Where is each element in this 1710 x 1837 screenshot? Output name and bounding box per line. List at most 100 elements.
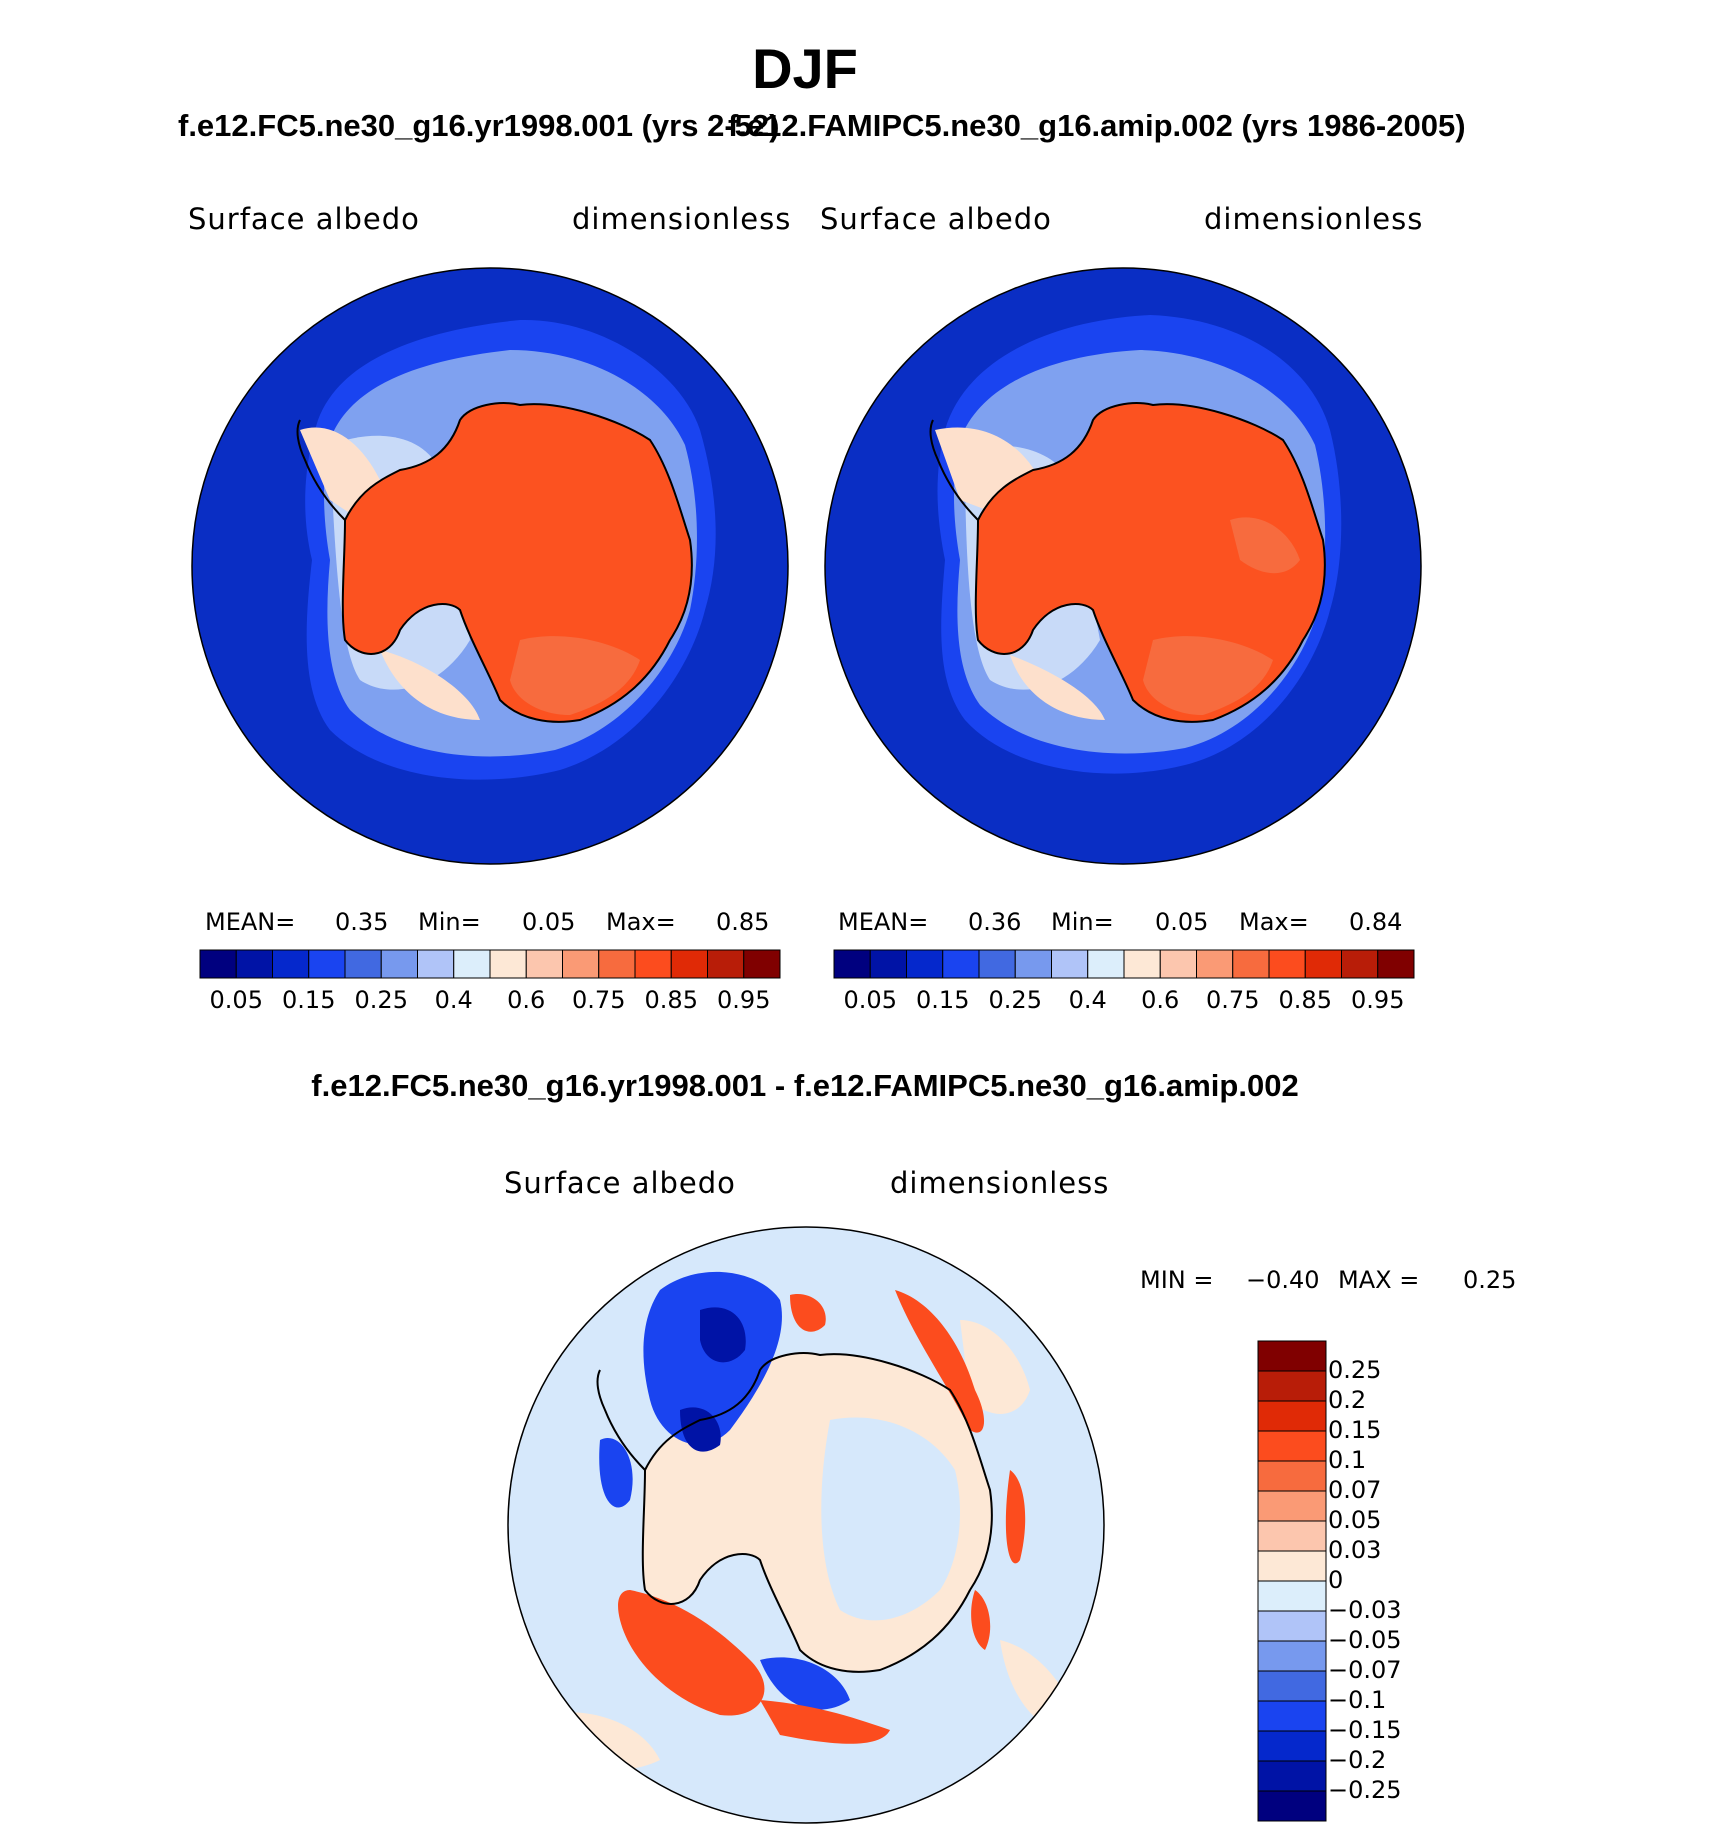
panel1-colorbar-swatch	[308, 949, 346, 979]
panel2-colorbar-swatch	[1268, 949, 1306, 979]
diff-units-label: dimensionless	[890, 1166, 1110, 1200]
panel1-variable-label: Surface albedo	[188, 202, 420, 236]
panel1-colorbar-swatch	[562, 949, 600, 979]
continent-shade-field	[510, 636, 640, 715]
continent-field	[342, 403, 692, 722]
panel2-variable-label: Surface albedo	[820, 202, 1052, 236]
panel1-colorbar-tick-label: 0.6	[507, 986, 546, 1014]
panel1-max-value: 0.85	[716, 908, 770, 936]
panel2-colorbar-swatch	[1377, 949, 1415, 979]
panel1-colorbar-swatch	[344, 949, 382, 979]
diff-continent-negative-field	[821, 1417, 960, 1621]
panel2-mean-label: MEAN=	[838, 908, 929, 936]
diff-title: f.e12.FC5.ne30_g16.yr1998.001 - f.e12.FA…	[311, 1068, 1299, 1103]
panel2-colorbar-swatch	[1087, 949, 1125, 979]
diff-colorbar-swatch	[1257, 1460, 1327, 1492]
diff-max-label: MAX =	[1338, 1266, 1420, 1294]
coastline	[341, 402, 693, 723]
panel2-colorbar-swatch	[833, 949, 871, 979]
diff-colorbar-swatch	[1257, 1340, 1327, 1372]
panel2-colorbar-tick-label: 0.25	[988, 986, 1042, 1014]
diff-colorbar-swatch	[1257, 1730, 1327, 1762]
diff-colorbar-swatch	[1257, 1610, 1327, 1642]
shelf-ice-field	[300, 427, 480, 720]
diff-colorbar-swatch	[1257, 1700, 1327, 1732]
panel1-mean-label: MEAN=	[205, 908, 296, 936]
panel1-min-value: 0.05	[522, 908, 576, 936]
panel1-colorbar-tick-label: 0.4	[434, 986, 473, 1014]
coastline	[974, 402, 1326, 723]
panel2-colorbar-tick-label: 0.4	[1068, 986, 1107, 1014]
diff-colorbar-tick-label: −0.05	[1328, 1626, 1402, 1654]
diff-strong-negative-field	[680, 1307, 746, 1452]
panel1-colorbar-swatch	[235, 949, 273, 979]
panel2-colorbar-swatch	[1196, 949, 1234, 979]
panel1-colorbar-swatch	[272, 949, 310, 979]
diff-colorbar-tick-label: 0.1	[1328, 1446, 1367, 1474]
diff-map	[507, 1226, 1105, 1824]
peninsula-coastline	[929, 419, 979, 521]
panel1-colorbar-swatch	[670, 949, 708, 979]
panel1-colorbar	[199, 949, 781, 979]
panel1-colorbar-swatch	[417, 949, 455, 979]
panel1-colorbar-swatch	[199, 949, 237, 979]
diff-colorbar-swatch	[1257, 1430, 1327, 1462]
panel2-colorbar-swatch	[869, 949, 907, 979]
panel2-mean-value: 0.36	[968, 908, 1022, 936]
panel2-max-label: Max=	[1239, 908, 1309, 936]
diff-colorbar-swatch	[1257, 1790, 1327, 1822]
panel2-colorbar-swatch	[1123, 949, 1161, 979]
diff-colorbar-tick-label: 0.15	[1328, 1416, 1382, 1444]
panel2-colorbar-swatch	[1304, 949, 1342, 979]
panel1-colorbar-tick-label: 0.75	[572, 986, 626, 1014]
panel2-colorbar	[833, 949, 1415, 979]
panel1-colorbar-tick-label: 0.15	[282, 986, 336, 1014]
panel1-colorbar-swatch	[598, 949, 636, 979]
panel2-colorbar-swatch	[1232, 949, 1270, 979]
diff-colorbar-swatch	[1257, 1490, 1327, 1522]
panel2-colorbar-tick-label: 0.75	[1206, 986, 1260, 1014]
panel2-colorbar-swatch	[1014, 949, 1052, 979]
panel1-max-label: Max=	[606, 908, 676, 936]
diff-colorbar-swatch	[1257, 1580, 1327, 1612]
panel1-min-label: Min=	[418, 908, 481, 936]
panel1-mean-value: 0.35	[335, 908, 389, 936]
diff-colorbar-tick-label: −0.2	[1328, 1746, 1387, 1774]
diff-colorbar-swatch	[1257, 1640, 1327, 1672]
panel2-min-label: Min=	[1051, 908, 1114, 936]
diff-colorbar-tick-label: 0.03	[1328, 1536, 1382, 1564]
diff-colorbar-tick-label: 0.05	[1328, 1506, 1382, 1534]
panel2-colorbar-swatch	[906, 949, 944, 979]
panel2-colorbar-tick-label: 0.85	[1278, 986, 1332, 1014]
panel1-colorbar-swatch	[707, 949, 745, 979]
diff-colorbar-tick-label: −0.25	[1328, 1776, 1402, 1804]
diff-variable-label: Surface albedo	[504, 1166, 736, 1200]
shelf-ice-field	[935, 427, 1105, 720]
case-title-left: f.e12.FC5.ne30_g16.yr1998.001 (yrs 2-52)	[178, 108, 780, 143]
diff-colorbar-tick-label: −0.1	[1328, 1686, 1387, 1714]
panel2-colorbar-swatch	[978, 949, 1016, 979]
panel2-colorbar-swatch	[1341, 949, 1379, 979]
panel1-colorbar-tick-label: 0.95	[717, 986, 771, 1014]
peninsula-coastline	[296, 419, 346, 521]
case-title-right: f.e12.FAMIPC5.ne30_g16.amip.002 (yrs 198…	[728, 108, 1466, 143]
panel1-map	[191, 267, 789, 865]
diff-colorbar-tick-label: 0	[1328, 1566, 1344, 1594]
panel2-colorbar-tick-label: 0.95	[1351, 986, 1405, 1014]
diff-colorbar-swatch	[1257, 1760, 1327, 1792]
peninsula-coastline	[596, 1369, 646, 1471]
panel1-colorbar-swatch	[453, 949, 491, 979]
diff-colorbar-swatch	[1257, 1370, 1327, 1402]
panel1-colorbar-tick-label: 0.25	[354, 986, 408, 1014]
diff-colorbar	[1257, 1340, 1327, 1822]
panel2-map	[824, 267, 1422, 865]
panel2-min-value: 0.05	[1155, 908, 1209, 936]
diff-colorbar-tick-label: −0.03	[1328, 1596, 1402, 1624]
diff-colorbar-tick-label: 0.25	[1328, 1356, 1382, 1384]
coastline	[641, 1352, 993, 1673]
panel1-units-label: dimensionless	[572, 202, 792, 236]
panel2-colorbar-swatch	[1159, 949, 1197, 979]
panel2-colorbar-tick-label: 0.6	[1141, 986, 1180, 1014]
panel1-colorbar-swatch	[525, 949, 563, 979]
